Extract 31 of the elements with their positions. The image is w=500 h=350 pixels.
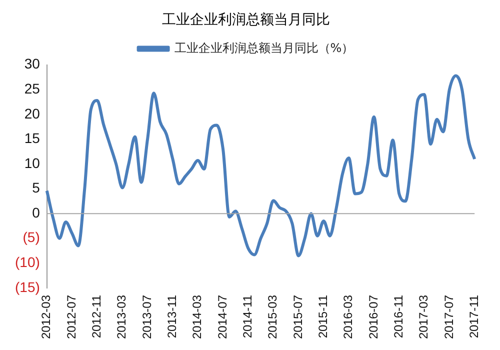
- line-series: [45, 74, 476, 258]
- x-tick-label: 2013-03: [114, 294, 129, 340]
- x-tick-label: 2015-11: [316, 294, 330, 338]
- x-tick-label: 2012-03: [39, 294, 54, 340]
- x-tick-label: 2012-07: [64, 294, 78, 340]
- x-tick-label: 2017-03: [416, 294, 431, 340]
- y-tick-label: (10): [14, 254, 40, 270]
- x-tick-label: 2017-07: [442, 294, 456, 340]
- x-tick-label: 2013-07: [140, 294, 154, 340]
- chart-title: 工业企业利润总额当月同比: [162, 12, 330, 28]
- y-tick-label: 30: [24, 56, 40, 72]
- y-tick-label: (15): [14, 278, 40, 295]
- y-tick-label: 10: [24, 154, 40, 171]
- x-tick-label: 2014-03: [190, 294, 204, 340]
- x-tick-label: 2016-07: [366, 294, 380, 340]
- x-tick-label: 2014-07: [215, 294, 230, 340]
- x-tick-label: 2015-07: [290, 294, 305, 340]
- y-tick-label: 15: [24, 130, 40, 146]
- y-tick-label: (5): [22, 229, 40, 246]
- y-tick-label: 5: [32, 180, 40, 196]
- x-tick-label: 2016-03: [341, 294, 356, 340]
- y-tick-label: 25: [24, 80, 40, 96]
- x-tick-label: 2016-11: [391, 294, 406, 338]
- y-tick-label: 20: [24, 105, 40, 122]
- x-tick-label: 2013-11: [165, 294, 180, 338]
- y-tick-label: 0: [32, 204, 40, 220]
- x-tick-label: 2017-11: [466, 294, 481, 338]
- x-tick-label: 2012-11: [90, 294, 104, 338]
- x-tick-label: 2015-03: [266, 294, 280, 340]
- legend-label: 工业企业利润总额当月同比（%）: [174, 40, 354, 55]
- x-tick-label: 2014-11: [240, 294, 254, 338]
